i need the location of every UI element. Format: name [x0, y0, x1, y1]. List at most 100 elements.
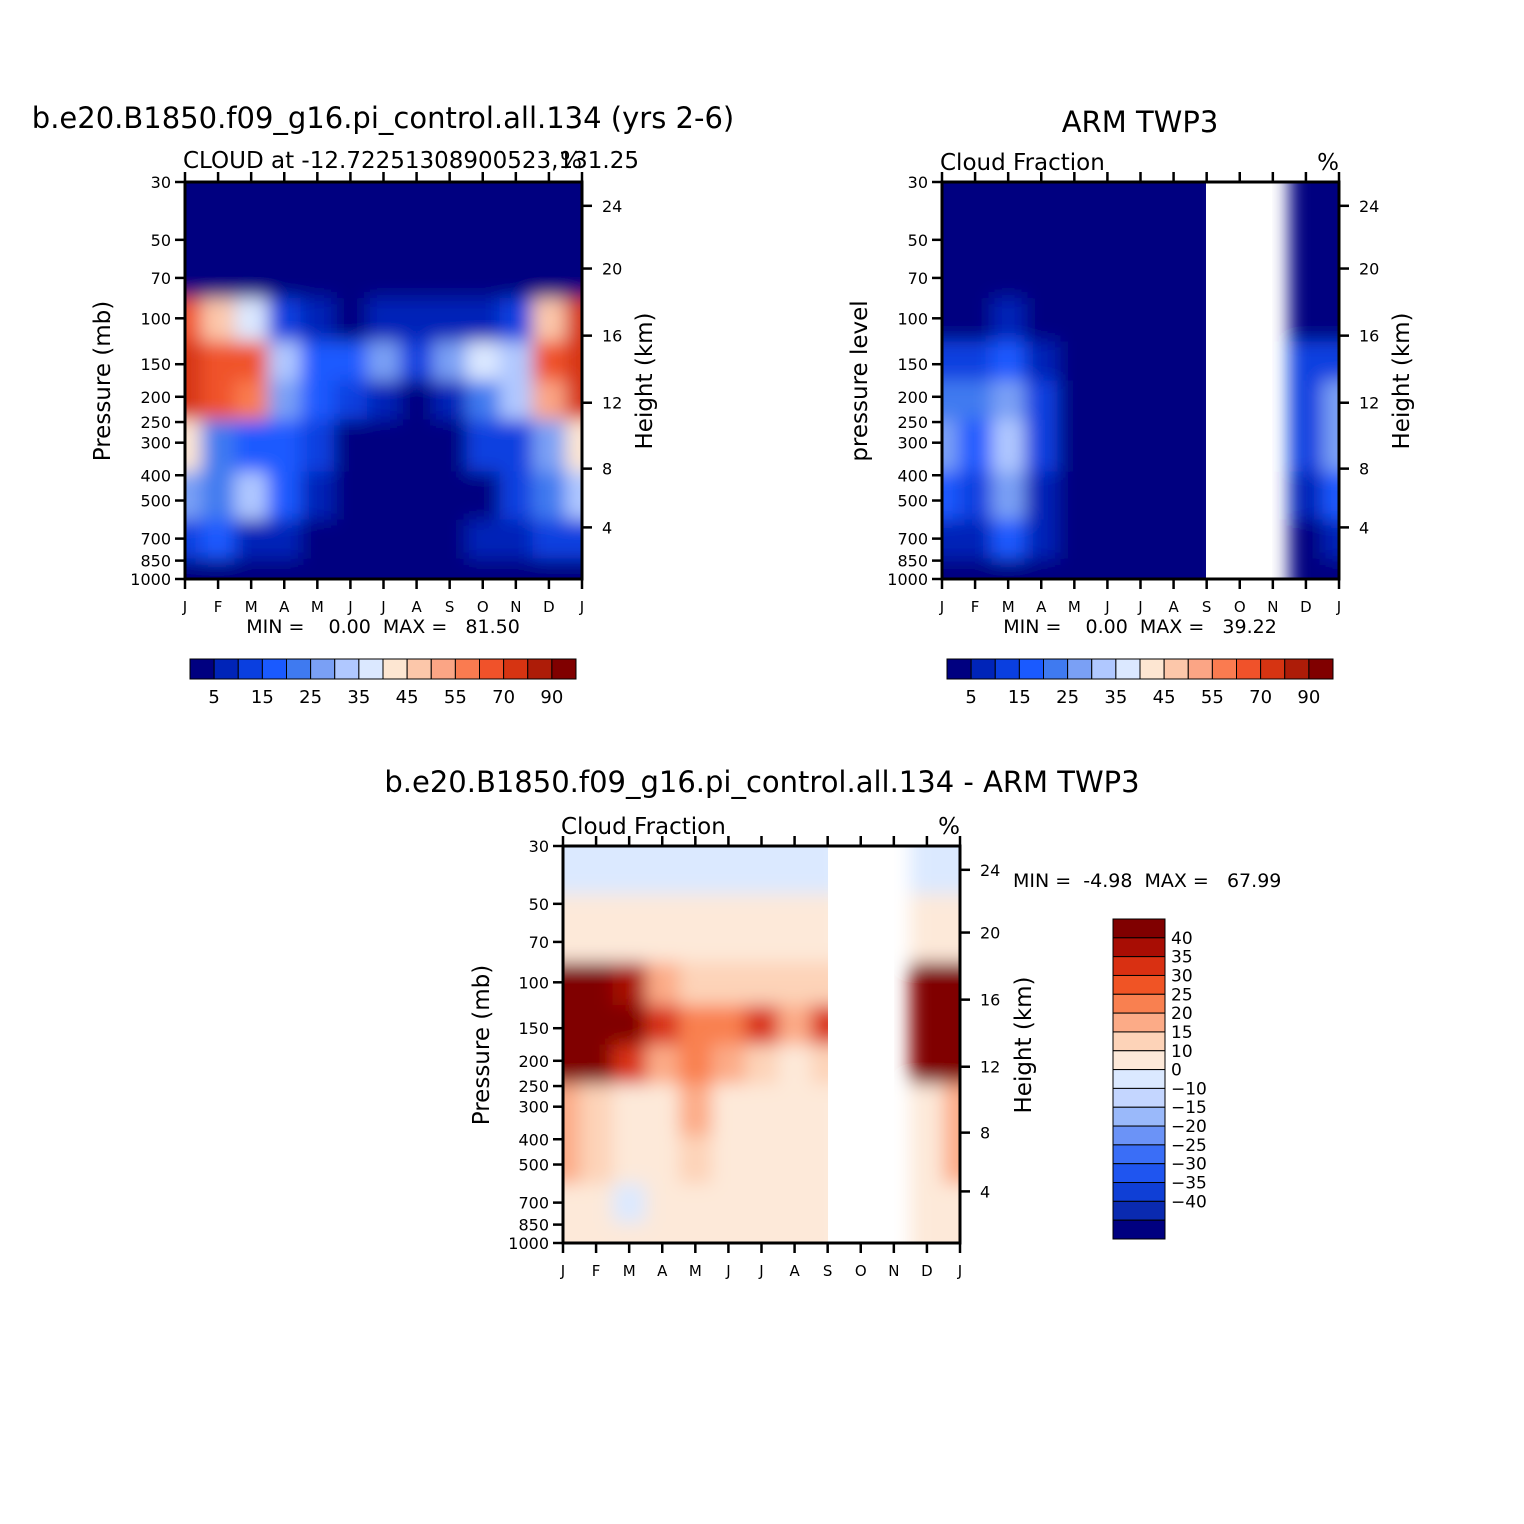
field-cell — [563, 1183, 581, 1224]
field-cell — [1157, 229, 1191, 299]
y-tick-right-label: 24 — [1359, 197, 1379, 216]
colorbar-label: 90 — [1297, 687, 1320, 708]
panel3-subtitle: Cloud Fraction — [561, 814, 726, 840]
field-cell — [579, 1135, 614, 1185]
field-cell — [234, 229, 269, 299]
field-cell — [744, 1083, 779, 1137]
field-cell — [645, 1183, 680, 1224]
colorbar-label: 45 — [1153, 687, 1176, 708]
colorbar-label: −20 — [1171, 1117, 1207, 1137]
colorbar-label: 0 — [1171, 1061, 1182, 1081]
field-cell — [579, 1083, 614, 1137]
field-cell — [1123, 471, 1158, 521]
field-cell — [1024, 341, 1059, 381]
y-tick-label: 100 — [140, 309, 171, 328]
field-cell — [400, 419, 434, 473]
field-cell — [1057, 519, 1092, 560]
panel1-cells — [185, 182, 582, 579]
field-cell — [991, 229, 1026, 299]
x-tick-label: S — [1202, 598, 1212, 616]
field-cell — [300, 298, 335, 342]
field-cell — [579, 1005, 614, 1045]
field-cell — [1090, 419, 1125, 473]
field-cell — [1090, 380, 1125, 421]
field-cell — [267, 298, 302, 342]
field-cell — [400, 229, 434, 299]
field-cell — [678, 962, 713, 1006]
field-cell — [1090, 471, 1125, 521]
y-tick-label: 50 — [529, 895, 549, 914]
field-cell — [943, 1083, 960, 1137]
y-tick-label: 30 — [529, 837, 549, 856]
field-cell — [466, 471, 500, 521]
field-cell — [645, 1083, 680, 1137]
field-cell — [1090, 519, 1125, 560]
field-cell — [678, 1044, 713, 1085]
field-cell — [910, 1183, 944, 1224]
field-cell — [778, 1083, 812, 1137]
field-cell — [678, 1005, 713, 1045]
colorbar-box — [1112, 1050, 1166, 1071]
field-cell — [563, 846, 581, 895]
y-tick-label: 250 — [140, 413, 171, 432]
y-tick-label: 70 — [529, 933, 549, 952]
field-cell — [645, 1044, 680, 1085]
field-cell — [201, 182, 236, 231]
field-cell — [185, 298, 203, 342]
field-cell — [366, 471, 401, 521]
colorbar-box — [1112, 1163, 1166, 1184]
field-cell — [565, 419, 582, 473]
field-cell — [466, 182, 500, 231]
field-cell — [1322, 519, 1339, 560]
colorbar-box — [1187, 658, 1213, 680]
field-cell — [201, 558, 236, 579]
panel2-units: % — [1317, 150, 1339, 176]
field-cell — [678, 846, 713, 895]
y-tick-right-label: 4 — [602, 518, 612, 537]
field-cell — [333, 519, 368, 560]
field-cell — [958, 380, 993, 421]
field-cell — [532, 341, 566, 381]
panel3-ylabel-right: Height (km) — [1011, 976, 1037, 1113]
field-cell — [678, 1135, 713, 1185]
x-tick-label: J — [957, 1262, 962, 1280]
field-cell — [942, 519, 960, 560]
field-cell — [563, 1135, 581, 1185]
y-tick-right-label: 8 — [602, 460, 612, 479]
field-cell — [579, 1222, 614, 1243]
field-cell — [910, 846, 944, 895]
x-tick-label: F — [214, 598, 223, 616]
field-cell — [612, 1183, 647, 1224]
y-tick-label: 100 — [518, 973, 549, 992]
field-cell — [499, 519, 533, 560]
colorbar-label: 15 — [1171, 1023, 1193, 1043]
field-cell — [532, 298, 566, 342]
field-cell — [991, 419, 1026, 473]
field-cell — [1157, 519, 1191, 560]
panel3-minmax: MIN = -4.98 MAX = 67.99 — [1013, 870, 1281, 892]
field-cell — [943, 1183, 960, 1224]
colorbar-box — [213, 658, 239, 680]
field-cell — [1157, 341, 1191, 381]
field-cell — [943, 962, 960, 1006]
x-tick-label: A — [1168, 598, 1179, 616]
field-cell — [185, 471, 203, 521]
field-cell — [1024, 298, 1059, 342]
field-cell — [711, 1135, 746, 1185]
field-cell — [645, 1222, 680, 1243]
x-tick-label: D — [543, 598, 555, 616]
field-cell — [1289, 298, 1323, 342]
colorbar-box — [946, 658, 972, 680]
colorbar-box — [1112, 1069, 1166, 1089]
field-cell — [1123, 341, 1158, 381]
panel1-subtitle: CLOUD at -12.72251308900523,131.25 — [183, 148, 639, 174]
field-cell — [333, 419, 368, 473]
field-cell — [612, 846, 647, 895]
colorbar-box — [1091, 658, 1117, 680]
field-cell — [958, 519, 993, 560]
y-tick-label: 850 — [140, 552, 171, 571]
field-cell — [943, 846, 960, 895]
y-tick-label: 700 — [897, 530, 928, 549]
y-tick-label: 150 — [518, 1019, 549, 1038]
field-cell — [563, 962, 581, 1006]
